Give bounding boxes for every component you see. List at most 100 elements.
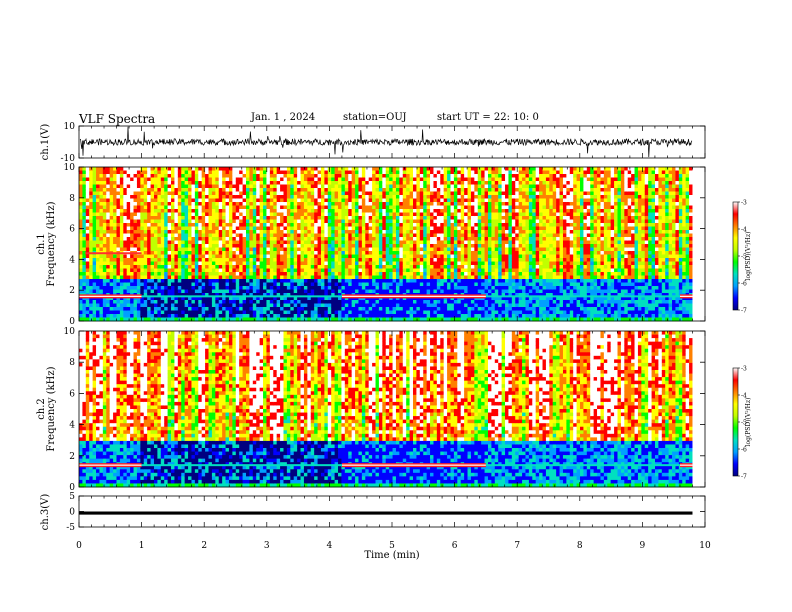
- spectrogram-cell: [167, 286, 172, 290]
- spectrogram-cell: [314, 307, 318, 311]
- spectrogram-cell: [215, 247, 220, 252]
- spectrogram-cell: [409, 177, 414, 182]
- spectrogram-cell: [358, 167, 363, 171]
- spectrogram-cell: [413, 279, 417, 283]
- spectrogram-cell: [423, 181, 428, 185]
- spectrogram-cell: [317, 184, 322, 189]
- spectrogram-cell: [413, 265, 417, 269]
- spectrogram-cell: [290, 198, 295, 203]
- spectrogram-cell: [177, 300, 182, 304]
- spectrogram-cell: [358, 202, 363, 206]
- spectrogram-cell: [433, 209, 438, 213]
- spectrogram-cell: [133, 170, 138, 175]
- spectrogram-cell: [334, 195, 339, 199]
- spectrogram-cell: [150, 286, 155, 290]
- spectrogram-cell: [249, 205, 254, 210]
- spectrogram-cell: [440, 310, 445, 315]
- spectrogram-cell: [416, 195, 421, 199]
- spectrogram-cell: [443, 268, 448, 273]
- spectrogram-cell: [361, 170, 366, 175]
- spectrogram-cell: [82, 181, 87, 185]
- spectrogram-cell: [150, 251, 155, 255]
- spectrogram-cell: [423, 170, 428, 175]
- spectrogram-cell: [303, 174, 308, 178]
- spectrogram-cell: [368, 205, 373, 210]
- spectrogram-cell: [464, 184, 468, 189]
- spectrogram-cell: [406, 265, 410, 269]
- spectrogram-cell: [232, 188, 237, 192]
- spectrogram-cell: [208, 275, 213, 280]
- spectrogram-cell: [443, 240, 448, 245]
- spectrogram-cell: [235, 205, 240, 210]
- spectrogram-cell: [228, 272, 233, 276]
- spectrogram-cell: [113, 307, 117, 311]
- spectrogram-cell: [399, 314, 404, 318]
- spectrogram-cell: [361, 198, 366, 203]
- spectrogram-cell: [440, 251, 445, 255]
- spectrogram-cell: [430, 279, 434, 283]
- spectrogram-cell: [181, 310, 186, 315]
- spectrogram-cell: [109, 233, 114, 238]
- spectrogram-cell: [331, 170, 336, 175]
- spectrogram-cell: [365, 286, 370, 290]
- spectrogram-cell: [338, 272, 342, 276]
- spectrogram-cell: [133, 212, 138, 217]
- spectrogram-cell: [389, 254, 393, 259]
- spectrogram-cell: [109, 247, 114, 252]
- spectrogram-cell: [433, 317, 438, 322]
- spectrogram-cell: [263, 289, 267, 294]
- spectrogram-cell: [300, 317, 305, 322]
- spectrogram-cell: [113, 188, 117, 192]
- spectrogram-cell: [368, 296, 373, 301]
- spectrogram-cell: [174, 265, 179, 269]
- spectrogram-cell: [188, 233, 192, 238]
- spectrogram-cell: [280, 279, 284, 283]
- spectrogram-cell: [355, 177, 359, 182]
- spectrogram-cell: [303, 300, 308, 304]
- spectrogram-cell: [365, 170, 370, 175]
- spectrogram-cell: [303, 219, 308, 224]
- spectrogram-cell: [423, 265, 428, 269]
- spectrogram-cell: [273, 282, 278, 287]
- spectrogram-cell: [164, 174, 169, 178]
- spectrogram-cell: [297, 170, 301, 175]
- spectrogram-cell: [331, 272, 336, 276]
- spectrogram-cell: [368, 258, 373, 262]
- spectrogram-cell: [372, 184, 376, 189]
- spectrogram-cell: [307, 219, 312, 224]
- spectrogram-cell: [116, 223, 121, 227]
- spectrogram-cell: [310, 226, 315, 231]
- spectrogram-cell: [338, 216, 342, 220]
- spectrogram-cell: [344, 184, 349, 189]
- spectrogram-cell: [406, 279, 410, 283]
- spectrogram-cell: [382, 167, 387, 171]
- spectrogram-cell: [109, 237, 114, 241]
- spectrogram-cell: [177, 244, 182, 248]
- spectrogram-cell: [293, 174, 298, 178]
- spectrogram-cell: [218, 286, 223, 290]
- spectrogram-cell: [225, 265, 230, 269]
- spectrogram-cell: [375, 275, 380, 280]
- spectrogram-cell: [358, 188, 363, 192]
- spectrogram-cell: [266, 184, 271, 189]
- spectrogram-cell: [259, 275, 264, 280]
- spectrogram-cell: [320, 272, 325, 276]
- spectrogram-cell: [344, 219, 349, 224]
- spectrogram-cell: [79, 240, 83, 245]
- spectrogram-cell: [181, 198, 186, 203]
- spectrogram-cell: [99, 317, 104, 322]
- spectrogram-cell: [143, 244, 148, 248]
- spectrogram-cell: [246, 219, 250, 224]
- spectrogram-cell: [232, 219, 237, 224]
- spectrogram-cell: [153, 216, 158, 220]
- spectrogram-cell: [402, 219, 407, 224]
- spectrogram-cell: [372, 191, 376, 196]
- spectrogram-cell: [334, 261, 339, 266]
- spectrogram-cell: [341, 216, 346, 220]
- spectrogram-cell: [177, 202, 182, 206]
- spectrogram-cell: [133, 300, 138, 304]
- spectrogram-cell: [188, 247, 192, 252]
- spectrogram-cell: [327, 181, 332, 185]
- spectrogram-cell: [218, 251, 223, 255]
- spectrogram-cell: [331, 191, 336, 196]
